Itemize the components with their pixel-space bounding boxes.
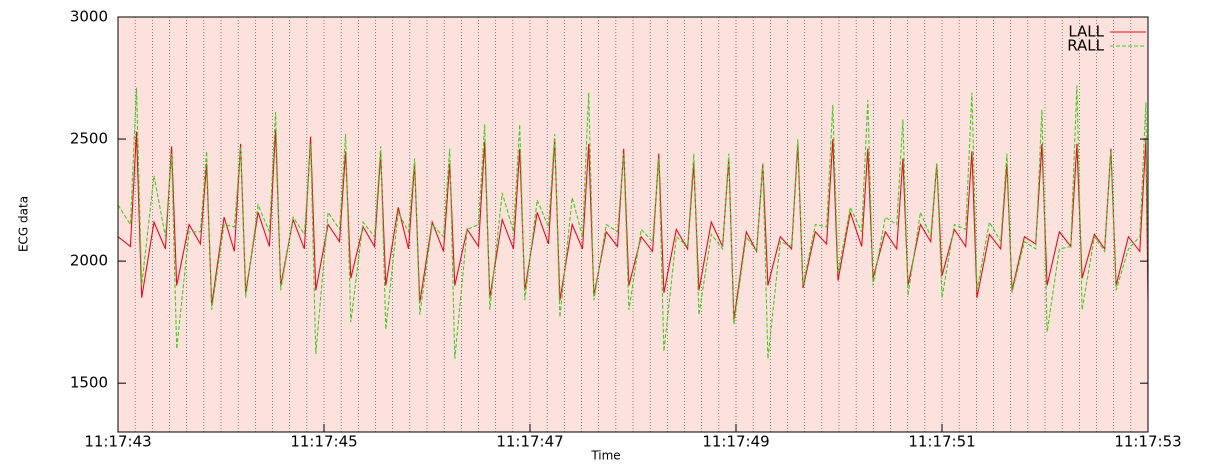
series-line [117,85,1149,359]
x-tick-label: 11:17:45 [290,433,357,451]
y-tick-label: 2500 [70,130,108,148]
x-tick-label: 11:17:49 [702,433,769,451]
y-axis-label: ECG data [17,196,31,252]
grid-group [117,17,1149,432]
legend-label: LALL [1068,23,1104,41]
x-tick-label: 11:17:53 [1114,433,1181,451]
y-tick-label: 2000 [70,252,108,270]
x-axis-label: Time [590,449,620,463]
series-group [117,85,1149,359]
plot-frame [117,16,1149,433]
legend-label: RALL [1067,37,1104,55]
y-tick-label: 3000 [70,8,108,26]
x-tick-label: 11:17:43 [84,433,151,451]
x-tick-label: 11:17:51 [908,433,975,451]
y-tick-label: 1500 [70,374,108,392]
x-tick-label: 11:17:47 [496,433,563,451]
